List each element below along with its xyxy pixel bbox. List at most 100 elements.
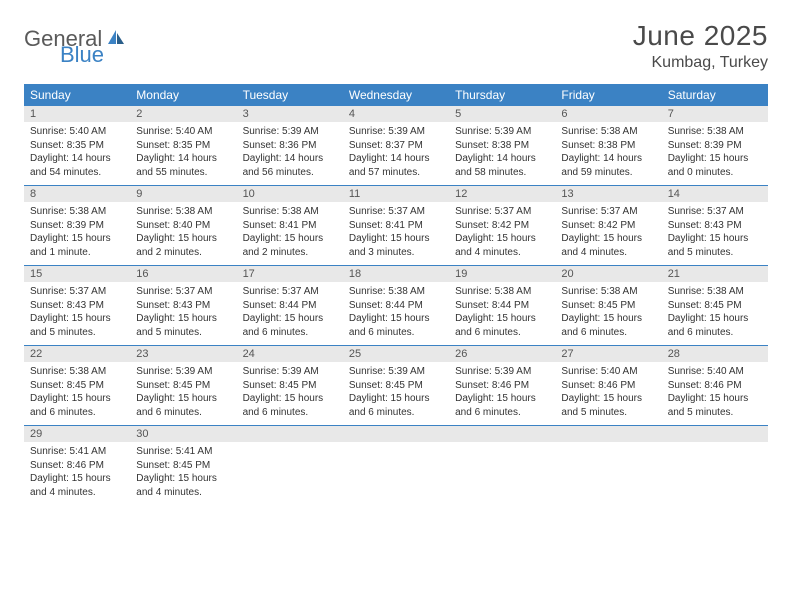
daylight-line: Daylight: 14 hours and 56 minutes. bbox=[243, 152, 337, 179]
day-body: Sunrise: 5:39 AMSunset: 8:45 PMDaylight:… bbox=[237, 362, 343, 425]
sunrise-line: Sunrise: 5:38 AM bbox=[243, 205, 337, 219]
daylight-line: Daylight: 15 hours and 1 minute. bbox=[30, 232, 124, 259]
sunset-line: Sunset: 8:42 PM bbox=[455, 219, 549, 233]
day-body: Sunrise: 5:40 AMSunset: 8:46 PMDaylight:… bbox=[662, 362, 768, 425]
sunrise-line: Sunrise: 5:38 AM bbox=[668, 125, 762, 139]
weekday-header: Tuesday bbox=[237, 84, 343, 106]
logo: General Blue bbox=[24, 26, 126, 52]
day-body: Sunrise: 5:38 AMSunset: 8:41 PMDaylight:… bbox=[237, 202, 343, 265]
day-number: 14 bbox=[662, 186, 768, 202]
sunset-line: Sunset: 8:38 PM bbox=[561, 139, 655, 153]
daylight-line: Daylight: 15 hours and 3 minutes. bbox=[349, 232, 443, 259]
daylight-line: Daylight: 15 hours and 5 minutes. bbox=[668, 392, 762, 419]
day-number bbox=[237, 426, 343, 442]
day-cell: 30Sunrise: 5:41 AMSunset: 8:45 PMDayligh… bbox=[130, 426, 236, 506]
day-cell: 5Sunrise: 5:39 AMSunset: 8:38 PMDaylight… bbox=[449, 106, 555, 186]
day-body: Sunrise: 5:38 AMSunset: 8:45 PMDaylight:… bbox=[555, 282, 661, 345]
sunrise-line: Sunrise: 5:37 AM bbox=[668, 205, 762, 219]
logo-word-2: Blue bbox=[60, 42, 104, 68]
daylight-line: Daylight: 14 hours and 55 minutes. bbox=[136, 152, 230, 179]
sunset-line: Sunset: 8:44 PM bbox=[349, 299, 443, 313]
page-title: June 2025 bbox=[633, 20, 768, 52]
weekday-header: Friday bbox=[555, 84, 661, 106]
day-cell: 14Sunrise: 5:37 AMSunset: 8:43 PMDayligh… bbox=[662, 186, 768, 266]
sunrise-line: Sunrise: 5:38 AM bbox=[30, 205, 124, 219]
calendar: Sunday Monday Tuesday Wednesday Thursday… bbox=[24, 84, 768, 505]
sunrise-line: Sunrise: 5:38 AM bbox=[561, 285, 655, 299]
weekday-header: Sunday bbox=[24, 84, 130, 106]
sunrise-line: Sunrise: 5:39 AM bbox=[349, 365, 443, 379]
sunrise-line: Sunrise: 5:38 AM bbox=[136, 205, 230, 219]
day-body: Sunrise: 5:40 AMSunset: 8:46 PMDaylight:… bbox=[555, 362, 661, 425]
daylight-line: Daylight: 15 hours and 6 minutes. bbox=[349, 312, 443, 339]
sunset-line: Sunset: 8:41 PM bbox=[243, 219, 337, 233]
sunrise-line: Sunrise: 5:40 AM bbox=[136, 125, 230, 139]
sunset-line: Sunset: 8:43 PM bbox=[30, 299, 124, 313]
daylight-line: Daylight: 15 hours and 6 minutes. bbox=[668, 312, 762, 339]
sunset-line: Sunset: 8:39 PM bbox=[30, 219, 124, 233]
day-number: 3 bbox=[237, 106, 343, 122]
day-number: 22 bbox=[24, 346, 130, 362]
sunrise-line: Sunrise: 5:41 AM bbox=[136, 445, 230, 459]
daylight-line: Daylight: 15 hours and 0 minutes. bbox=[668, 152, 762, 179]
day-number: 13 bbox=[555, 186, 661, 202]
daylight-line: Daylight: 15 hours and 6 minutes. bbox=[349, 392, 443, 419]
day-cell bbox=[237, 426, 343, 506]
day-body: Sunrise: 5:39 AMSunset: 8:38 PMDaylight:… bbox=[449, 122, 555, 185]
day-number: 12 bbox=[449, 186, 555, 202]
daylight-line: Daylight: 15 hours and 4 minutes. bbox=[455, 232, 549, 259]
sunrise-line: Sunrise: 5:38 AM bbox=[668, 285, 762, 299]
day-cell: 6Sunrise: 5:38 AMSunset: 8:38 PMDaylight… bbox=[555, 106, 661, 186]
sunrise-line: Sunrise: 5:38 AM bbox=[561, 125, 655, 139]
sunset-line: Sunset: 8:45 PM bbox=[136, 379, 230, 393]
day-cell bbox=[662, 426, 768, 506]
day-number: 9 bbox=[130, 186, 236, 202]
day-number: 1 bbox=[24, 106, 130, 122]
sunrise-line: Sunrise: 5:41 AM bbox=[30, 445, 124, 459]
day-number: 30 bbox=[130, 426, 236, 442]
day-body: Sunrise: 5:38 AMSunset: 8:39 PMDaylight:… bbox=[662, 122, 768, 185]
day-body: Sunrise: 5:39 AMSunset: 8:36 PMDaylight:… bbox=[237, 122, 343, 185]
weekday-header-row: Sunday Monday Tuesday Wednesday Thursday… bbox=[24, 84, 768, 106]
day-cell bbox=[449, 426, 555, 506]
sail-icon bbox=[106, 28, 126, 51]
day-number bbox=[449, 426, 555, 442]
day-cell: 15Sunrise: 5:37 AMSunset: 8:43 PMDayligh… bbox=[24, 266, 130, 346]
day-cell: 12Sunrise: 5:37 AMSunset: 8:42 PMDayligh… bbox=[449, 186, 555, 266]
week-row: 8Sunrise: 5:38 AMSunset: 8:39 PMDaylight… bbox=[24, 186, 768, 266]
day-body: Sunrise: 5:39 AMSunset: 8:37 PMDaylight:… bbox=[343, 122, 449, 185]
day-number: 26 bbox=[449, 346, 555, 362]
day-cell: 27Sunrise: 5:40 AMSunset: 8:46 PMDayligh… bbox=[555, 346, 661, 426]
day-cell: 22Sunrise: 5:38 AMSunset: 8:45 PMDayligh… bbox=[24, 346, 130, 426]
daylight-line: Daylight: 15 hours and 5 minutes. bbox=[668, 232, 762, 259]
daylight-line: Daylight: 15 hours and 5 minutes. bbox=[561, 392, 655, 419]
day-cell: 24Sunrise: 5:39 AMSunset: 8:45 PMDayligh… bbox=[237, 346, 343, 426]
day-cell: 20Sunrise: 5:38 AMSunset: 8:45 PMDayligh… bbox=[555, 266, 661, 346]
day-body: Sunrise: 5:40 AMSunset: 8:35 PMDaylight:… bbox=[24, 122, 130, 185]
title-block: June 2025 Kumbag, Turkey bbox=[633, 20, 768, 72]
day-body: Sunrise: 5:37 AMSunset: 8:42 PMDaylight:… bbox=[555, 202, 661, 265]
day-cell bbox=[343, 426, 449, 506]
sunset-line: Sunset: 8:42 PM bbox=[561, 219, 655, 233]
daylight-line: Daylight: 15 hours and 6 minutes. bbox=[561, 312, 655, 339]
day-body bbox=[449, 442, 555, 500]
day-body: Sunrise: 5:37 AMSunset: 8:44 PMDaylight:… bbox=[237, 282, 343, 345]
daylight-line: Daylight: 15 hours and 5 minutes. bbox=[30, 312, 124, 339]
sunset-line: Sunset: 8:43 PM bbox=[136, 299, 230, 313]
daylight-line: Daylight: 15 hours and 6 minutes. bbox=[243, 312, 337, 339]
week-row: 1Sunrise: 5:40 AMSunset: 8:35 PMDaylight… bbox=[24, 106, 768, 186]
weekday-header: Thursday bbox=[449, 84, 555, 106]
day-body: Sunrise: 5:40 AMSunset: 8:35 PMDaylight:… bbox=[130, 122, 236, 185]
daylight-line: Daylight: 15 hours and 2 minutes. bbox=[136, 232, 230, 259]
day-cell bbox=[555, 426, 661, 506]
daylight-line: Daylight: 15 hours and 6 minutes. bbox=[136, 392, 230, 419]
daylight-line: Daylight: 14 hours and 57 minutes. bbox=[349, 152, 443, 179]
daylight-line: Daylight: 15 hours and 6 minutes. bbox=[30, 392, 124, 419]
day-cell: 2Sunrise: 5:40 AMSunset: 8:35 PMDaylight… bbox=[130, 106, 236, 186]
day-number: 27 bbox=[555, 346, 661, 362]
day-number: 10 bbox=[237, 186, 343, 202]
day-body: Sunrise: 5:38 AMSunset: 8:40 PMDaylight:… bbox=[130, 202, 236, 265]
sunset-line: Sunset: 8:45 PM bbox=[243, 379, 337, 393]
sunrise-line: Sunrise: 5:40 AM bbox=[668, 365, 762, 379]
day-number: 7 bbox=[662, 106, 768, 122]
